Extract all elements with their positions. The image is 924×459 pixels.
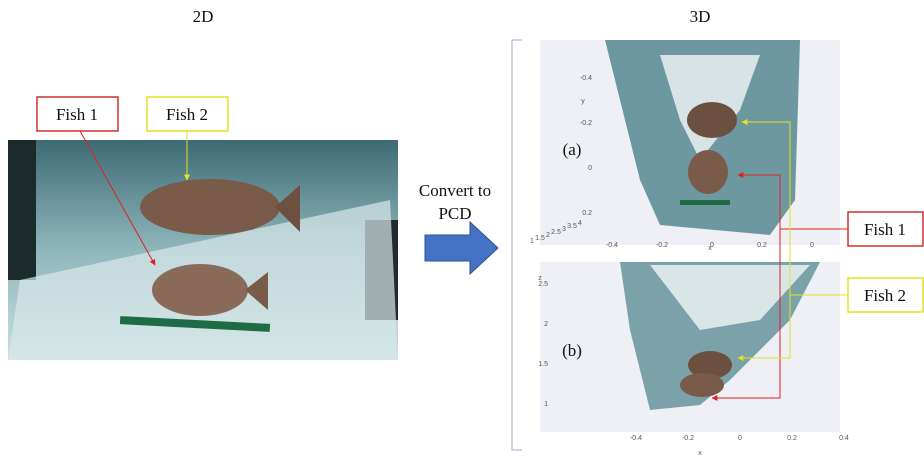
y-tick: 0 — [588, 165, 592, 172]
x-tick: 0 — [810, 242, 814, 249]
axis-title: x — [708, 245, 712, 252]
z-tick: 2.5 — [538, 281, 548, 288]
x-tick: -0.4 — [630, 435, 642, 442]
z-tick: 2 — [544, 321, 548, 328]
header-2d: 2D — [193, 7, 214, 26]
axis-title: z — [538, 275, 542, 282]
callout-label: Fish 2 — [864, 286, 906, 305]
x-tick: -0.2 — [656, 242, 668, 249]
z-tick: 1 — [544, 401, 548, 408]
x-tick: -0.4 — [606, 242, 618, 249]
panel-b — [540, 262, 840, 432]
y-tick: -0.4 — [580, 75, 592, 82]
x-tick: -0.2 — [682, 435, 694, 442]
header-3d: 3D — [690, 7, 711, 26]
x-tick: 0.2 — [787, 435, 797, 442]
figure: 2D 3D Fish 1 Fish 2 Convert to PCD — [0, 0, 924, 459]
convert-arrow — [425, 222, 498, 274]
z-tick: 2 — [546, 232, 550, 239]
z-tick: 3 — [562, 226, 566, 233]
convert-label: Convert to — [419, 181, 491, 200]
bracket — [512, 40, 522, 450]
y-tick: -0.2 — [580, 120, 592, 127]
panel-label: (a) — [563, 140, 582, 159]
z-tick: 1.5 — [538, 361, 548, 368]
z-tick: 2.5 — [551, 229, 561, 236]
fish2-label: Fish 2 — [166, 105, 208, 124]
axis-title: y — [581, 98, 585, 105]
panel-label: (b) — [562, 341, 582, 360]
x-tick: 0.2 — [757, 242, 767, 249]
z-tick: 3.5 — [567, 223, 577, 230]
convert-label: PCD — [438, 204, 471, 223]
photo-2d — [8, 140, 398, 360]
fish1-label: Fish 1 — [56, 105, 98, 124]
x-tick: 0 — [738, 435, 742, 442]
callout-label: Fish 1 — [864, 220, 906, 239]
z-tick: 1.5 — [535, 235, 545, 242]
y-tick: 0.2 — [582, 210, 592, 217]
axis-title: x — [698, 450, 702, 457]
z-tick: 4 — [578, 220, 582, 227]
z-tick: 1 — [530, 238, 534, 245]
x-tick: 0.4 — [839, 435, 849, 442]
